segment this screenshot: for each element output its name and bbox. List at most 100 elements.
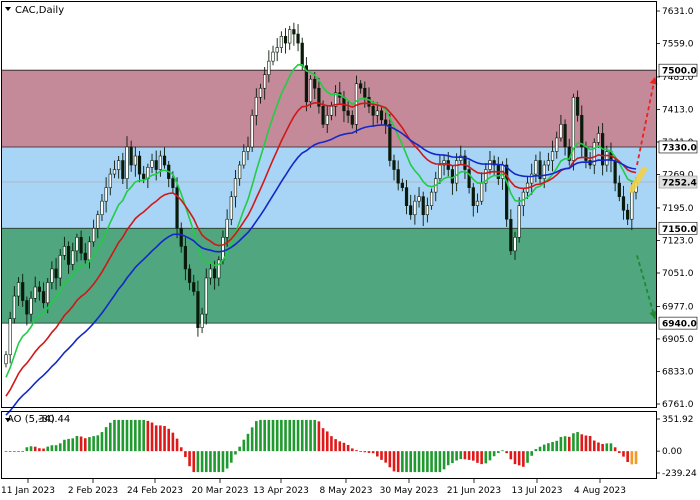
candle-body [471, 187, 475, 206]
candle-body [183, 246, 188, 270]
candle-body [154, 160, 158, 170]
candle-body [217, 259, 221, 279]
ao-bar [300, 419, 304, 452]
ao-bar [426, 451, 429, 473]
moving-averages [5, 63, 647, 416]
dropdown-triangle-icon[interactable] [5, 7, 11, 11]
ao-title: AO (5,34) [7, 414, 55, 425]
price-zones [2, 69, 656, 324]
y-tick-label: 7195.0 [662, 204, 694, 214]
x-tick-label: 20 Mar 2023 [191, 486, 248, 496]
ao-bar [321, 428, 325, 452]
y-tick-label: 6905.0 [662, 335, 694, 345]
candle-body [25, 300, 29, 315]
candle-body [275, 47, 279, 53]
y-tick-label: 7413.0 [662, 105, 694, 115]
ao-bar [209, 451, 212, 473]
ao-bar [88, 437, 91, 452]
candle-body [104, 187, 108, 202]
candle-body [225, 218, 229, 238]
ao-bar [630, 451, 634, 465]
candle-body [37, 286, 41, 292]
ao-bar [538, 446, 542, 452]
ao-bar [605, 443, 609, 452]
candle-body [534, 160, 538, 175]
ao-bar [75, 435, 79, 452]
candle-body [542, 164, 546, 179]
zone-support [2, 228, 656, 324]
target-arrows [636, 76, 658, 319]
candle-body [238, 164, 242, 179]
ao-bar [217, 451, 221, 473]
candle-body [388, 124, 392, 161]
candle-body [204, 277, 208, 315]
ao-bar [405, 451, 408, 473]
ao-bar [363, 451, 367, 453]
ao-title-group: AO (5,34) -80.44 [5, 414, 70, 425]
candle-body [263, 74, 267, 89]
candle-body [325, 115, 329, 125]
ma-line-medium [5, 101, 637, 397]
candle-body [571, 96, 576, 161]
y-tick-label: 7485.0 [662, 73, 694, 83]
ao-bar [463, 451, 467, 460]
y-tick-label: 7123.0 [662, 236, 694, 246]
candle-body [196, 291, 200, 328]
candle-body [308, 78, 313, 103]
ao-bar [121, 419, 125, 452]
ao-bar [146, 420, 150, 452]
x-tick-label: 13 Jul 2023 [512, 486, 563, 496]
ao-bar [255, 421, 258, 452]
candle-body [492, 160, 496, 166]
x-tick-label: 4 Aug 2023 [574, 486, 626, 496]
ao-bar [376, 451, 379, 457]
x-tick-label: 24 Feb 2023 [127, 486, 183, 496]
ao-bar [359, 451, 362, 452]
ao-bar [4, 451, 8, 452]
ao-bar [488, 451, 492, 461]
level-label: 6940.0 [662, 320, 697, 330]
ao-bar [342, 442, 346, 452]
ao-bar [413, 451, 417, 473]
ao-bar [622, 451, 625, 457]
ao-bar [42, 448, 45, 452]
candle-body [271, 51, 275, 62]
candle-body [463, 155, 467, 170]
ao-bar [330, 436, 333, 452]
x-tick-label: 21 Jun 2023 [447, 486, 501, 496]
candle-body [62, 246, 67, 256]
candle-body [158, 155, 162, 170]
ao-bar [446, 451, 450, 466]
ao-bar [67, 438, 70, 452]
candle-body [258, 87, 263, 98]
ao-bar [572, 433, 575, 452]
candle-body [121, 160, 125, 179]
candle-body [41, 291, 46, 304]
candle-body [175, 187, 179, 229]
x-tick-label: 13 Apr 2023 [253, 486, 309, 496]
level-label-box [658, 63, 698, 77]
candle-body [550, 151, 555, 161]
y-tick-label: 6833.0 [662, 367, 694, 377]
ao-bar [38, 448, 41, 452]
ao-bar [317, 421, 321, 452]
candle-body [87, 241, 92, 261]
ao-bar [501, 450, 504, 452]
ao-bar [492, 451, 496, 457]
target-arrowhead-down [649, 310, 657, 319]
candle-body [329, 106, 334, 116]
candle-body [267, 60, 271, 75]
candle-body [530, 173, 534, 184]
ao-bar [296, 419, 300, 452]
ao-dropdown-triangle-icon[interactable] [5, 418, 11, 422]
ao-bar [438, 451, 442, 473]
candle-body [208, 268, 213, 279]
candle-body [213, 268, 217, 279]
level-label: 7330.0 [662, 143, 697, 153]
ao-bar [396, 451, 400, 473]
candle-body [363, 87, 367, 98]
ao-bar [234, 451, 237, 455]
ao-bar [526, 451, 529, 463]
candle-body [559, 124, 563, 139]
candle-body [279, 35, 283, 48]
